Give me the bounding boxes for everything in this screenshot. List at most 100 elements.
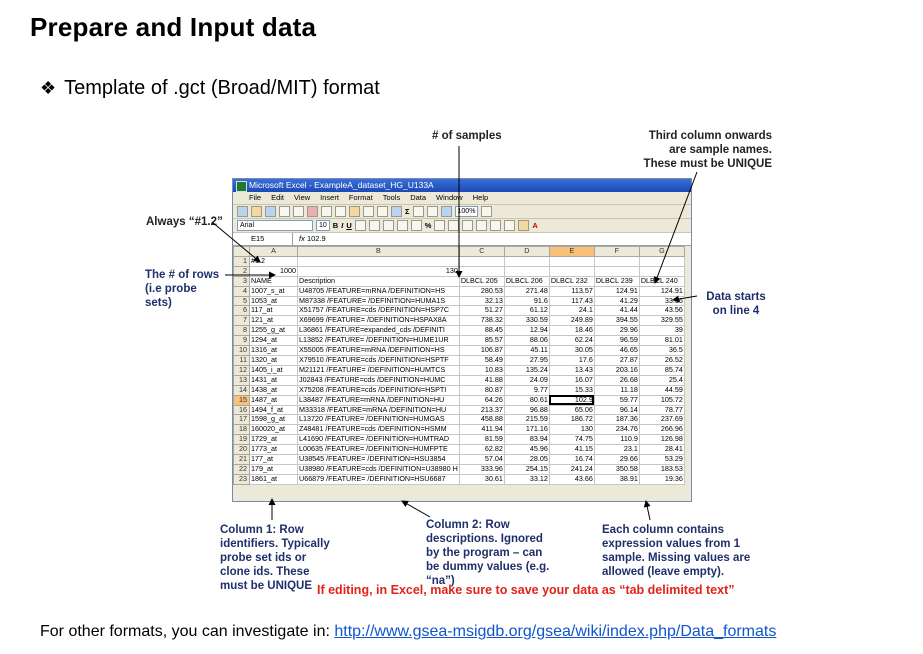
hyperlink-icon[interactable] (391, 206, 402, 217)
row-header[interactable]: 19 (233, 434, 250, 446)
open-folder-icon[interactable] (251, 206, 262, 217)
row-header[interactable]: 23 (233, 473, 250, 485)
column-header[interactable]: B (297, 246, 460, 257)
cell[interactable]: 124.91 (593, 285, 640, 297)
fill-color-icon[interactable] (518, 220, 530, 231)
cell[interactable]: 13.43 (548, 364, 595, 376)
row-header[interactable]: 12 (233, 364, 250, 376)
cell[interactable]: 329.55 (638, 315, 685, 327)
cell[interactable]: 106.87 (458, 345, 505, 356)
cell[interactable]: 1861_at (249, 473, 298, 485)
cell[interactable] (593, 265, 640, 277)
cell[interactable] (548, 265, 595, 277)
cell[interactable]: 96.14 (593, 404, 640, 416)
cell[interactable]: M21121 /FEATURE= /DEFINITION=HUMTCS (297, 364, 460, 376)
cell[interactable]: 1729_at (249, 434, 298, 446)
cell[interactable]: 1007_s_at (249, 285, 298, 297)
help-icon[interactable] (481, 206, 493, 217)
cell[interactable]: 33.12 (503, 473, 550, 485)
cell[interactable]: 333.96 (458, 463, 505, 475)
cell[interactable]: 1294_at (249, 335, 298, 347)
cell[interactable]: 46.65 (593, 345, 640, 356)
cell[interactable]: 43.66 (548, 473, 595, 485)
cell[interactable]: 179_at (249, 463, 298, 475)
cell[interactable]: U48705 /FEATURE=mRNA /DEFINITION=HS (297, 285, 460, 297)
underline-icon[interactable]: U (346, 221, 352, 230)
cell[interactable]: L13720 /FEATURE= /DEFINITION=HUMGAS (297, 414, 460, 426)
cell[interactable]: 80.61 (503, 394, 550, 406)
cell[interactable]: L41690 /FEATURE= /DEFINITION=HUMTRAD (297, 434, 460, 446)
cell[interactable]: 254.15 (503, 463, 550, 475)
sort-ascending-icon[interactable] (412, 206, 424, 217)
cell[interactable]: 280.53 (458, 285, 505, 297)
cell[interactable]: 113.57 (548, 285, 595, 297)
name-box[interactable]: E15 (233, 233, 293, 245)
cell[interactable]: M87338 /FEATURE= /DEFINITION=HUMA1S (297, 295, 460, 307)
font-color-icon[interactable]: A (532, 221, 538, 230)
cell[interactable]: 83.94 (503, 434, 550, 446)
borders-icon[interactable] (504, 220, 516, 231)
cell[interactable]: 45.96 (503, 444, 550, 456)
cell[interactable]: 738.32 (458, 315, 505, 327)
cell[interactable]: Z48481 /FEATURE=cds /DEFINITION=HSMM (297, 424, 460, 436)
cell[interactable]: 203.16 (593, 364, 640, 376)
cell[interactable]: 26.52 (638, 354, 685, 366)
cell[interactable]: 81.59 (458, 434, 505, 446)
cell[interactable]: J02843 /FEATURE=cds /DEFINITION=HUMC (297, 374, 460, 386)
cell[interactable]: 41.29 (593, 295, 640, 307)
cell[interactable]: 41.44 (593, 305, 640, 317)
row-header[interactable]: 7 (233, 315, 250, 327)
cell[interactable] (297, 255, 460, 267)
row-header[interactable]: 16 (233, 404, 250, 416)
cell[interactable]: DLBCL 239 (593, 275, 640, 287)
cell[interactable] (458, 265, 505, 277)
cell[interactable]: 135.24 (503, 364, 550, 376)
cell[interactable]: 117_at (249, 305, 298, 317)
cell[interactable]: 12.94 (503, 325, 550, 337)
cell[interactable]: X79510 /FEATURE=cds /DEFINITION=HSPTF (297, 354, 460, 366)
cell[interactable]: 53.29 (638, 454, 685, 465)
cell[interactable]: 24.1 (548, 305, 595, 317)
cell[interactable]: 33.66 (638, 295, 685, 307)
row-header[interactable]: 1 (233, 255, 250, 267)
cell[interactable]: 183.53 (638, 463, 685, 475)
cell[interactable]: 130 (548, 424, 595, 436)
menu-item-format[interactable]: Format (348, 193, 373, 202)
row-header[interactable]: 18 (233, 424, 250, 436)
cell[interactable]: L13852 /FEATURE= /DEFINITION=HUME1UR (297, 335, 460, 347)
row-header[interactable]: 17 (233, 414, 250, 426)
cell[interactable]: 130 (297, 265, 460, 277)
cell[interactable]: L00635 /FEATURE= /DEFINITION=HUMFPTE (297, 444, 460, 456)
increase-indent-icon[interactable] (490, 220, 502, 231)
cell[interactable]: X69699 /FEATURE= /DEFINITION=HSPAX8A (297, 315, 460, 327)
cell[interactable]: 124.91 (638, 285, 685, 297)
cell[interactable]: 171.16 (503, 424, 550, 436)
cell[interactable] (458, 255, 505, 267)
row-header[interactable]: 13 (233, 374, 250, 386)
column-header[interactable]: D (503, 246, 550, 257)
cell[interactable]: 88.06 (503, 335, 550, 347)
cell[interactable]: 1053_at (249, 295, 298, 307)
cell[interactable]: 177_at (249, 454, 298, 465)
print-icon[interactable] (279, 206, 290, 217)
cell[interactable]: L36861 /FEATURE=expanded_cds /DEFINITI (297, 325, 460, 337)
cell[interactable]: 121_at (249, 315, 298, 327)
font-size-select[interactable]: 10 (316, 220, 330, 231)
currency-icon[interactable] (410, 220, 422, 231)
row-header[interactable]: 10 (233, 345, 250, 356)
font-name-select[interactable]: Arial (237, 220, 313, 231)
cell[interactable]: 1000 (249, 265, 298, 277)
cell[interactable] (548, 255, 595, 267)
merge-center-icon[interactable] (396, 220, 408, 231)
cell[interactable]: 62.24 (548, 335, 595, 347)
cell[interactable] (638, 265, 685, 277)
cell[interactable]: 43.56 (638, 305, 685, 317)
cell[interactable]: 81.01 (638, 335, 685, 347)
cell[interactable]: 51.27 (458, 305, 505, 317)
cell[interactable] (593, 255, 640, 267)
cell[interactable]: 64.26 (458, 394, 505, 406)
cell[interactable]: 271.48 (503, 285, 550, 297)
cell[interactable]: 29.96 (593, 325, 640, 337)
cell[interactable]: 23.1 (593, 444, 640, 456)
cell[interactable]: 65.06 (548, 404, 595, 416)
